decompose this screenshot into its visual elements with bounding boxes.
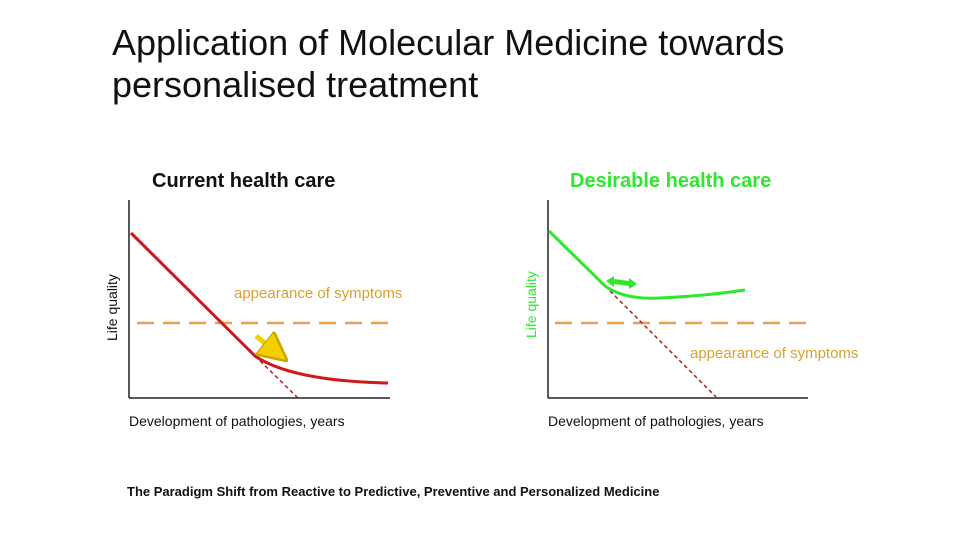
yellow-arrow-icon <box>254 336 276 352</box>
green-double-arrow-icon <box>606 276 637 289</box>
desirable-y-axis-label: Life quality <box>523 271 539 338</box>
paradigm-shift-caption: The Paradigm Shift from Reactive to Pred… <box>127 484 660 499</box>
current-panel: appearance of symptoms Life quality Deve… <box>104 200 402 429</box>
desirable-x-axis-label: Development of pathologies, years <box>548 413 764 429</box>
desirable-panel: appearance of symptoms Life quality Deve… <box>523 200 858 429</box>
desirable-stabilised-curve <box>547 229 746 300</box>
desirable-untreated-dashed-line <box>604 285 717 398</box>
current-x-axis-label: Development of pathologies, years <box>129 413 345 429</box>
current-decline-curve <box>129 231 389 385</box>
desirable-threshold-label: appearance of symptoms <box>690 345 858 362</box>
current-health-care-title: Current health care <box>152 170 336 192</box>
current-untreated-dashed-line <box>254 355 300 400</box>
current-y-axis-label: Life quality <box>104 274 120 341</box>
slide-title-line-1: Application of Molecular Medicine toward… <box>112 22 785 63</box>
slide-title-line-2: personalised treatment <box>112 64 479 105</box>
current-threshold-label: appearance of symptoms <box>234 285 402 302</box>
slide-title: Application of Molecular Medicine toward… <box>112 22 784 106</box>
desirable-health-care-title: Desirable health care <box>570 170 772 192</box>
